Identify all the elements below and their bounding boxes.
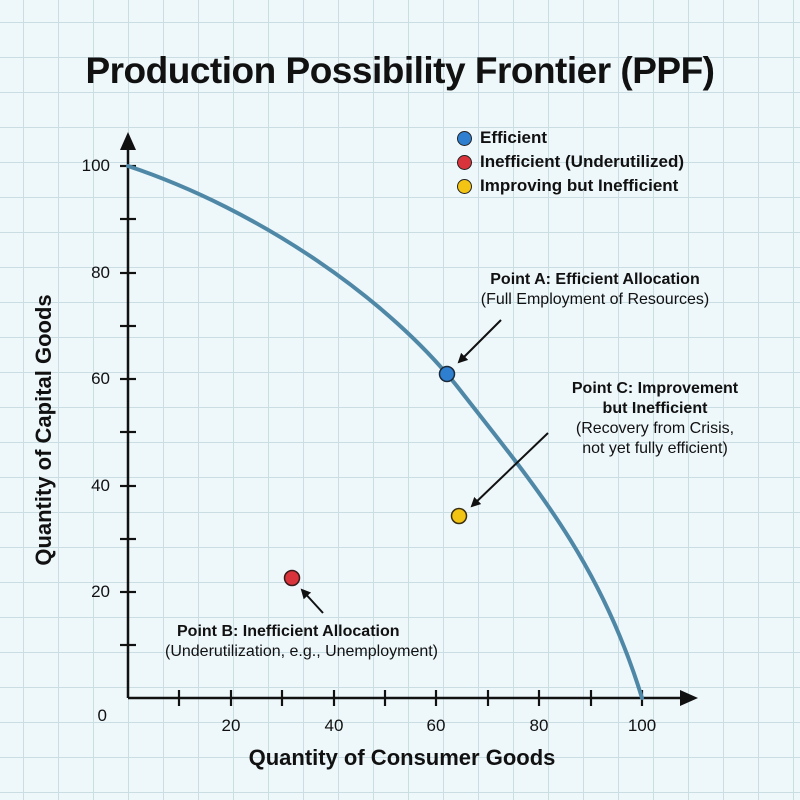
chart-title: Production Possibility Frontier (PPF) (85, 50, 715, 91)
legend-label: Improving but Inefficient (480, 176, 679, 195)
point-b-inefficient (283, 569, 301, 587)
legend-item-efficient: Efficient (457, 126, 684, 150)
y-axis (120, 132, 136, 698)
point-a-efficient (438, 365, 456, 383)
ppf-curve (126, 164, 644, 700)
x-tick-label: 100 (627, 716, 657, 735)
arrow-point-c (470, 432, 549, 508)
y-tick-label: 80 (91, 263, 110, 282)
legend-dot-yellow-icon (457, 178, 472, 194)
y-axis-label: Quantity of Capital Goods (31, 294, 56, 566)
legend-item-improving: Improving but Inefficient (457, 174, 684, 198)
origin-label: 0 (97, 706, 107, 725)
annotation-heading: Point B: Inefficient Allocation (177, 623, 400, 640)
annotation-subtext: (Recovery from Crisis, (575, 420, 735, 437)
y-tick-label: 100 (81, 156, 110, 175)
x-tick-label: 60 (426, 716, 446, 735)
legend-label: Inefficient (Underutilized) (480, 152, 684, 171)
point-c-improving (450, 507, 468, 525)
annotation-subtext: (Full Employment of Resources) (480, 291, 710, 308)
x-tick-label: 40 (324, 716, 344, 735)
annotation-point-c: Point C: Improvement but Inefficient (Re… (535, 379, 775, 459)
legend-item-inefficient: Inefficient (Underutilized) (457, 150, 684, 174)
annotation-subtext: not yet fully efficient) (582, 440, 728, 457)
x-axis (128, 690, 698, 706)
annotation-point-a: Point A: Efficient Allocation (Full Empl… (450, 270, 740, 310)
legend-dot-blue-icon (457, 130, 472, 146)
y-tick-label: 40 (91, 476, 110, 495)
annotation-heading: Point A: Efficient Allocation (490, 271, 700, 288)
annotation-heading: Point C: Improvement (571, 380, 739, 397)
y-tick-label: 20 (91, 582, 110, 601)
x-tick-label: 20 (221, 716, 241, 735)
arrow-point-a (457, 319, 502, 364)
annotation-subtext: (Underutilization, e.g., Unemployment) (165, 643, 439, 660)
legend: Efficient Inefficient (Underutilized) Im… (457, 126, 684, 198)
arrow-point-b (300, 588, 324, 614)
legend-label: Efficient (480, 128, 548, 147)
legend-dot-red-icon (457, 154, 472, 170)
annotation-point-b: Point B: Inefficient Allocation (Underut… (165, 622, 515, 662)
x-axis-label: Quantity of Consumer Goods (248, 745, 556, 770)
annotation-heading: but Inefficient (602, 400, 708, 417)
x-tick-label: 80 (529, 716, 549, 735)
y-tick-label: 60 (91, 369, 110, 388)
